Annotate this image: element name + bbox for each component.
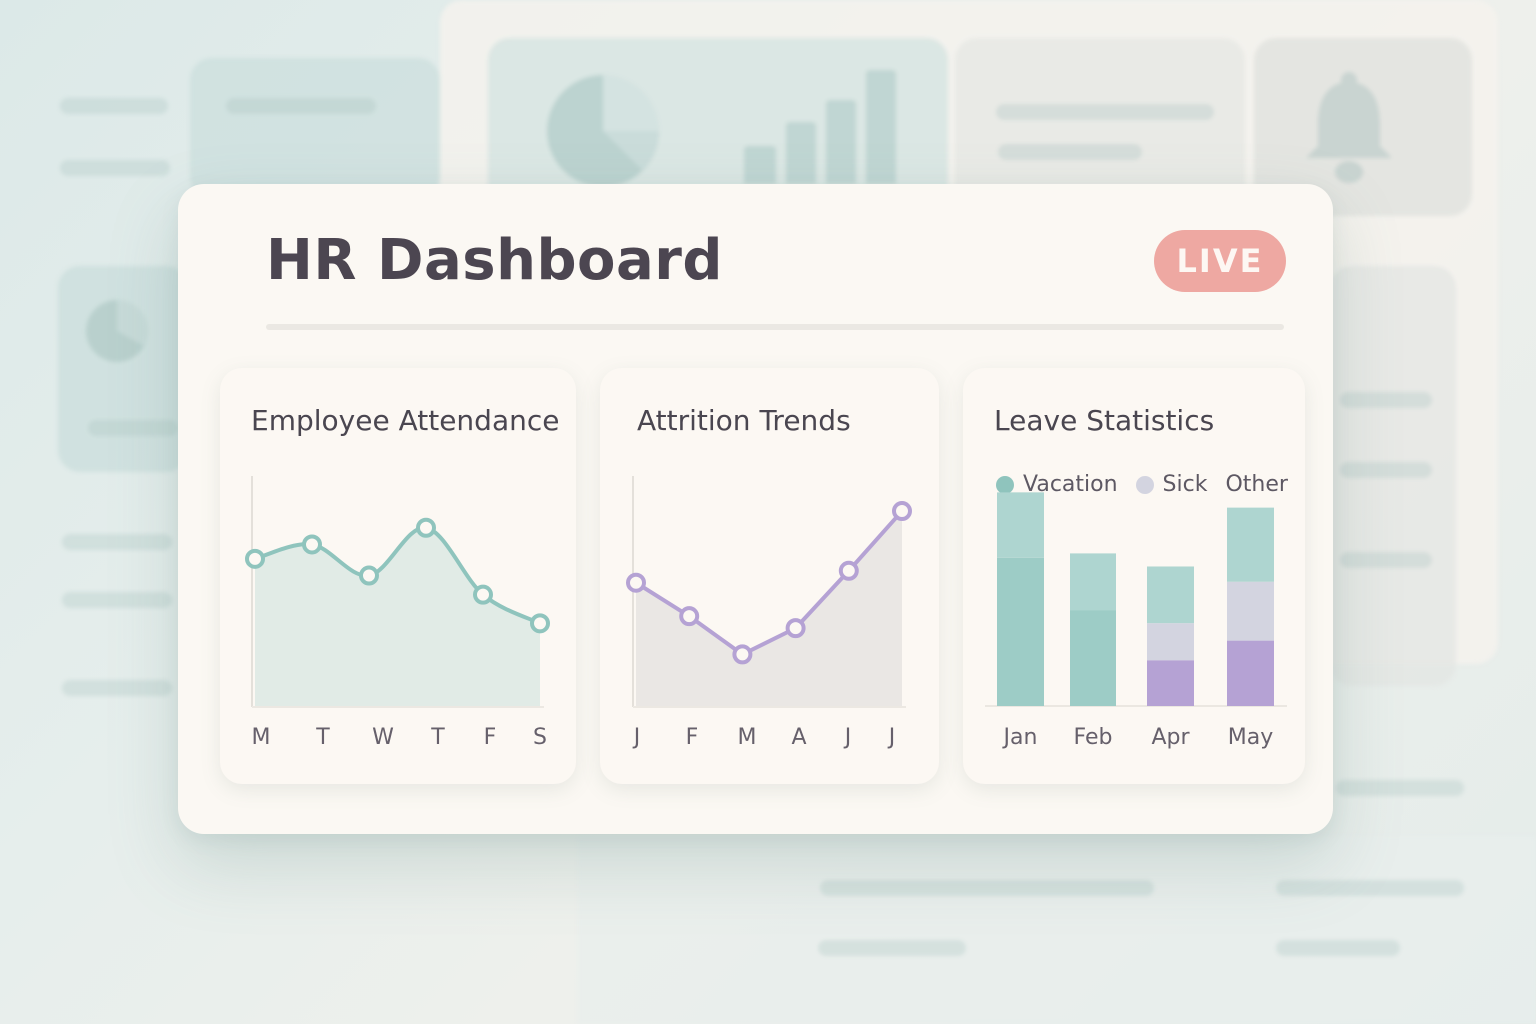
data-point [530,613,550,634]
bar-segment-sick [1227,581,1274,641]
page-title: HR Dashboard [266,228,724,293]
background-tile [1330,266,1456,686]
bar-segment-vacation [1070,553,1116,611]
legend-label-other: Other [1225,472,1288,497]
legend-item-other[interactable]: Other [1225,472,1287,497]
series-line [634,509,904,657]
bell-icon [1306,72,1392,183]
x-tick-label: T [315,725,330,750]
pie-chart-icon [547,75,660,187]
attrition-title: Attrition Trends [637,404,851,437]
attendance-title: Employee Attendance [251,404,560,437]
background-line [820,880,1154,896]
legend-swatch-vacation [996,475,1014,494]
background-line [62,534,172,550]
background-tile [58,266,188,472]
x-tick-label: S [533,725,547,750]
x-tick-label: A [791,725,806,750]
data-point [732,644,753,665]
dashboard-card: HR Dashboard LIVE Employee Attendance M T… [178,184,1333,834]
background-line [1340,392,1432,408]
x-tick-label: M [252,725,271,750]
background-line [996,104,1214,120]
bar-segment-vacation [1227,507,1274,582]
x-tick-label: J [887,725,896,750]
bar-segment-other [1147,660,1194,706]
leave-panel[interactable]: Leave Statistics Vacation Sick Other Jan… [963,368,1305,784]
bar-segment-other [1070,610,1116,706]
background-line [1276,940,1400,956]
background-tile [578,836,1536,1024]
attendance-panel[interactable]: Employee Attendance M T W T F S [220,368,576,784]
background-line [88,420,178,436]
series-area [636,511,902,707]
background-line [62,680,172,696]
data-point [838,560,859,581]
x-tick-label: T [430,725,445,750]
background-line [998,144,1142,160]
bar-segment-sick [1147,623,1194,661]
data-point [785,618,806,639]
background-line [226,98,376,114]
data-point [359,565,379,586]
x-tick-label: May [1228,725,1273,750]
data-point [416,517,436,538]
bar-chart-icon-bar [826,100,856,184]
bar-chart-icon-bar [744,146,776,184]
x-tick-label: M [738,725,757,750]
background-tile [190,58,440,198]
series-area [255,527,540,707]
data-point [245,548,265,569]
data-point [302,534,322,555]
background-line [62,592,172,608]
data-point [892,501,912,522]
data-point [473,584,493,605]
x-tick-label: J [632,725,641,750]
bar-segment-other [1227,640,1274,706]
legend-swatch-sick [1135,475,1154,494]
x-tick-label: Feb [1074,725,1113,750]
header-divider [266,324,1284,330]
data-point [679,606,700,627]
bar-segment-vacation [1147,566,1194,624]
leave-title: Leave Statistics [994,404,1215,437]
x-tick-label: J [843,725,852,750]
bar-segment-other [997,557,1044,706]
bar-chart-icon-bar [786,122,816,184]
background-line [1340,552,1432,568]
legend-label-sick: Sick [1162,472,1208,497]
x-tick-label: Jan [1002,725,1038,750]
background-line [60,98,168,114]
bar-segment-vacation [997,492,1044,558]
avatar-icon [86,300,148,362]
bar-chart-icon-bar [866,70,896,184]
attrition-panel[interactable]: Attrition Trends J F M A J J [600,368,939,784]
x-tick-label: F [484,725,497,750]
x-tick-label: W [372,725,394,750]
leave-chart: Jan Feb Apr May [985,492,1287,750]
x-tick-label: F [686,725,699,750]
live-badge[interactable]: LIVE [1154,230,1286,292]
background-line [1276,880,1464,896]
leave-legend: Vacation Sick Other [996,472,1306,497]
x-tick-label: Apr [1151,725,1190,750]
background-line [1336,780,1464,796]
legend-item-sick[interactable]: Sick [1135,472,1208,497]
background-line [60,160,170,176]
background-line [818,940,966,956]
data-point [626,572,646,593]
background-line [1340,462,1432,478]
